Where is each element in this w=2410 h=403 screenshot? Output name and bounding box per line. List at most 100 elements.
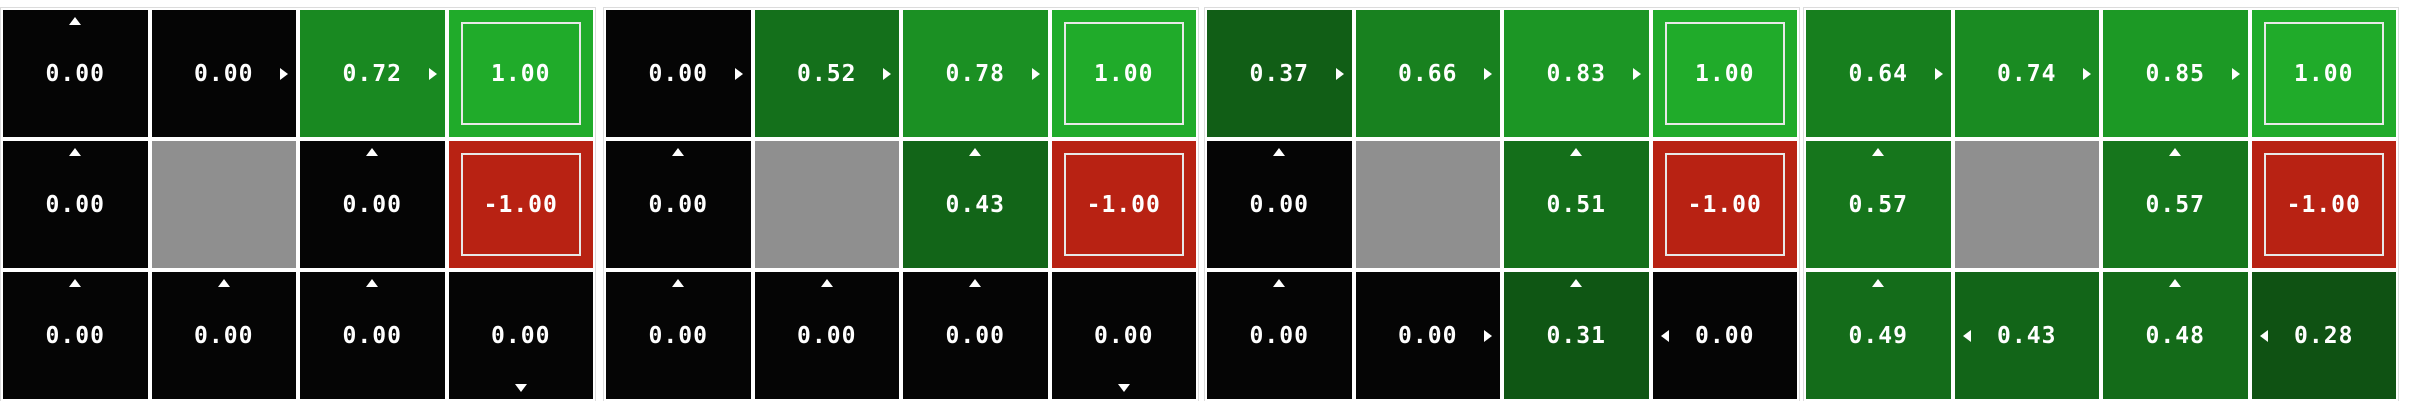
arrow-up-icon xyxy=(672,148,685,156)
arrow-right-icon xyxy=(734,67,743,80)
grid-cell: 0.00 xyxy=(1353,270,1502,401)
grid-cell: 0.31 xyxy=(1502,270,1651,401)
terminal-frame xyxy=(460,22,581,125)
cell-value: -1.00 xyxy=(1687,191,1762,218)
pit-cell: -1.00 xyxy=(2249,139,2398,270)
arrow-up-icon xyxy=(69,148,82,156)
cell-value: 0.52 xyxy=(797,60,857,87)
grid-cell: 0.00 xyxy=(446,270,595,401)
grid-cell: 0.00 xyxy=(1,8,150,139)
arrow-left-icon xyxy=(1660,329,1669,342)
cell-value: 0.00 xyxy=(648,191,708,218)
wall-cell xyxy=(1952,139,2101,270)
cell-value: 0.85 xyxy=(2145,60,2205,87)
cell-value: 0.00 xyxy=(648,60,708,87)
grid-cell: 0.00 xyxy=(1205,139,1354,270)
grid-cell: 0.66 xyxy=(1353,8,1502,139)
grid-cell: 0.52 xyxy=(752,8,901,139)
arrow-up-icon xyxy=(969,148,982,156)
arrow-right-icon xyxy=(1335,67,1344,80)
cell-value: 0.00 xyxy=(1249,322,1309,349)
arrow-left-icon xyxy=(1962,329,1971,342)
grid-cell: 0.57 xyxy=(1804,139,1953,270)
arrow-up-icon xyxy=(1273,279,1286,287)
goal-cell: 1.00 xyxy=(1650,8,1799,139)
grid-cell: 0.00 xyxy=(1,270,150,401)
grid-cell: 0.00 xyxy=(1205,270,1354,401)
value-grid-panel-2: 0.00 0.52 0.78 1.00 0.00 0.43 -1.00 0.00 0.00 0.0… xyxy=(603,7,1199,401)
grid-cell: 0.00 xyxy=(298,270,447,401)
arrow-up-icon xyxy=(1273,148,1286,156)
arrow-down-icon xyxy=(1117,384,1130,392)
cell-value: 0.78 xyxy=(945,60,1005,87)
grid-cell: 0.00 xyxy=(298,139,447,270)
grid-cell: 0.00 xyxy=(604,270,753,401)
arrow-up-icon xyxy=(1570,279,1583,287)
grid-cell: 0.00 xyxy=(752,270,901,401)
grid-cell: 0.37 xyxy=(1205,8,1354,139)
cell-value: 0.00 xyxy=(1695,322,1755,349)
arrow-right-icon xyxy=(1632,67,1641,80)
grid-cell: 0.43 xyxy=(901,139,1050,270)
terminal-frame xyxy=(1063,22,1184,125)
wall-cell xyxy=(752,139,901,270)
value-grid-panel-1: 0.00 0.00 0.72 1.00 0.00 0.00 -1.00 0.00 0.00 0.0… xyxy=(0,7,596,401)
cell-value: 0.00 xyxy=(648,322,708,349)
cell-value: 0.00 xyxy=(45,60,105,87)
grid-cell: 0.72 xyxy=(298,8,447,139)
arrow-right-icon xyxy=(1934,67,1943,80)
grid-cell: 0.00 xyxy=(604,8,753,139)
arrow-up-icon xyxy=(217,279,230,287)
value-grid-panel-3: 0.37 0.66 0.83 1.00 0.00 0.51 -1.00 0.00 0.00 0.3… xyxy=(1204,7,1800,401)
cell-value: 0.51 xyxy=(1546,191,1606,218)
grid-cell: 0.00 xyxy=(901,270,1050,401)
arrow-up-icon xyxy=(366,148,379,156)
arrow-right-icon xyxy=(1031,67,1040,80)
arrow-down-icon xyxy=(514,384,527,392)
arrow-up-icon xyxy=(2169,148,2182,156)
cell-value: 0.57 xyxy=(1848,191,1908,218)
cell-value: 1.00 xyxy=(1094,60,1154,87)
grid-cell: 0.00 xyxy=(604,139,753,270)
cell-value: 0.64 xyxy=(1848,60,1908,87)
goal-cell: 1.00 xyxy=(1049,8,1198,139)
cell-value: -1.00 xyxy=(483,191,558,218)
arrow-up-icon xyxy=(69,17,82,25)
pit-cell: -1.00 xyxy=(1650,139,1799,270)
wall-cell xyxy=(1353,139,1502,270)
cell-value: 0.37 xyxy=(1249,60,1309,87)
arrow-up-icon xyxy=(366,279,379,287)
arrow-up-icon xyxy=(69,279,82,287)
cell-value: 0.57 xyxy=(2145,191,2205,218)
cell-value: 0.43 xyxy=(1997,322,2057,349)
arrow-right-icon xyxy=(280,67,288,80)
arrow-up-icon xyxy=(1570,148,1583,156)
arrow-up-icon xyxy=(820,279,833,287)
arrow-up-icon xyxy=(1872,279,1885,287)
cell-value: 1.00 xyxy=(1695,60,1755,87)
cell-value: 0.72 xyxy=(342,60,402,87)
grid-cell: 0.49 xyxy=(1804,270,1953,401)
terminal-frame xyxy=(1664,153,1785,256)
cell-value: -1.00 xyxy=(1086,191,1161,218)
grid-cell: 0.74 xyxy=(1952,8,2101,139)
grid-cell: 0.00 xyxy=(1650,270,1799,401)
arrow-up-icon xyxy=(1872,148,1885,156)
cell-value: 0.31 xyxy=(1546,322,1606,349)
grid-cell: 0.00 xyxy=(149,270,298,401)
arrow-right-icon xyxy=(1484,329,1492,342)
arrow-left-icon xyxy=(2259,329,2268,342)
wall-cell xyxy=(149,139,298,270)
value-grid-panel-4: 0.64 0.74 0.85 1.00 0.57 0.57 -1.00 0.49 0.43 0.4… xyxy=(1803,7,2399,401)
cell-value: 0.00 xyxy=(45,191,105,218)
goal-cell: 1.00 xyxy=(2249,8,2398,139)
arrow-right-icon xyxy=(428,67,437,80)
cell-value: 0.49 xyxy=(1848,322,1908,349)
grid-cell: 0.28 xyxy=(2249,270,2398,401)
arrow-right-icon xyxy=(2231,67,2240,80)
cell-value: 0.00 xyxy=(1249,191,1309,218)
cell-value: 1.00 xyxy=(491,60,551,87)
cell-value: 0.00 xyxy=(194,60,254,87)
cell-value: 0.28 xyxy=(2294,322,2354,349)
